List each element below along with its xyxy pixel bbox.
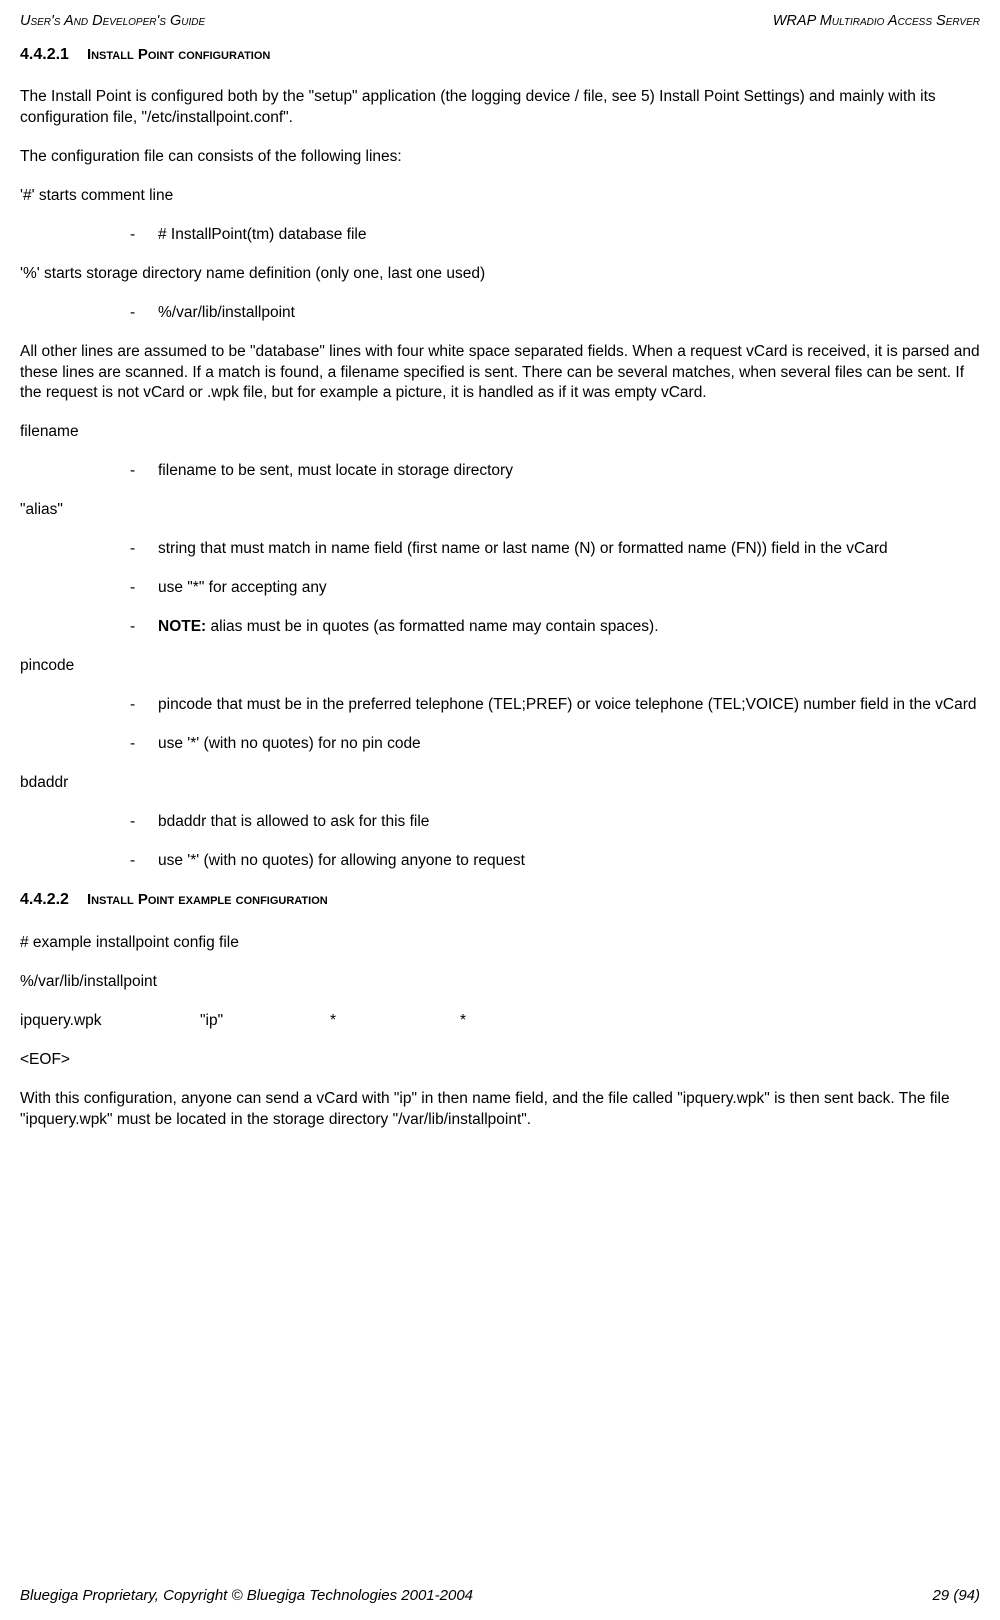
- paragraph: bdaddr: [20, 773, 980, 794]
- list-item: NOTE: alias must be in quotes (as format…: [130, 617, 980, 638]
- footer-right: 29 (94): [932, 1586, 980, 1606]
- config-col: ipquery.wpk: [20, 1011, 200, 1032]
- list-item: use '*' (with no quotes) for allowing an…: [130, 851, 980, 872]
- paragraph: '%' starts storage directory name defini…: [20, 264, 980, 285]
- config-line: ipquery.wpk "ip" * *: [20, 1011, 980, 1032]
- bullet-list: bdaddr that is allowed to ask for this f…: [20, 812, 980, 872]
- header-right: WRAP Multiradio Access Server: [773, 12, 980, 32]
- paragraph: The Install Point is configured both by …: [20, 87, 980, 129]
- header-left: User's And Developer's Guide: [20, 12, 205, 32]
- paragraph: # example installpoint config file: [20, 933, 980, 954]
- paragraph: All other lines are assumed to be "datab…: [20, 342, 980, 405]
- config-col: *: [460, 1011, 466, 1032]
- config-col: "ip": [200, 1011, 330, 1032]
- section-heading-2: 4.4.2.2 Install Point example configurat…: [20, 889, 980, 911]
- footer-left: Bluegiga Proprietary, Copyright © Bluegi…: [20, 1586, 473, 1606]
- section-number: 4.4.2.1: [20, 44, 69, 66]
- paragraph: filename: [20, 422, 980, 443]
- bullet-list: pincode that must be in the preferred te…: [20, 695, 980, 755]
- section-heading-1: 4.4.2.1 Install Point configuration: [20, 44, 980, 66]
- section-title: Install Point configuration: [87, 45, 270, 65]
- note-label: NOTE:: [158, 618, 206, 635]
- bullet-list: filename to be sent, must locate in stor…: [20, 461, 980, 482]
- bullet-list: %/var/lib/installpoint: [20, 303, 980, 324]
- section-number: 4.4.2.2: [20, 889, 69, 911]
- list-item: use "*" for accepting any: [130, 578, 980, 599]
- page-header: User's And Developer's Guide WRAP Multir…: [20, 12, 980, 32]
- paragraph: %/var/lib/installpoint: [20, 972, 980, 993]
- paragraph: With this configuration, anyone can send…: [20, 1089, 980, 1131]
- bullet-list: # InstallPoint(tm) database file: [20, 225, 980, 246]
- section-title: Install Point example configuration: [87, 890, 328, 910]
- list-item: bdaddr that is allowed to ask for this f…: [130, 812, 980, 833]
- paragraph: pincode: [20, 656, 980, 677]
- paragraph: '#' starts comment line: [20, 186, 980, 207]
- list-item: string that must match in name field (fi…: [130, 539, 980, 560]
- list-item: %/var/lib/installpoint: [130, 303, 980, 324]
- paragraph: "alias": [20, 500, 980, 521]
- bullet-list: string that must match in name field (fi…: [20, 539, 980, 638]
- paragraph: The configuration file can consists of t…: [20, 147, 980, 168]
- list-item: filename to be sent, must locate in stor…: [130, 461, 980, 482]
- page-footer: Bluegiga Proprietary, Copyright © Bluegi…: [20, 1586, 980, 1606]
- list-item: use '*' (with no quotes) for no pin code: [130, 734, 980, 755]
- list-item: pincode that must be in the preferred te…: [130, 695, 980, 716]
- paragraph: <EOF>: [20, 1050, 980, 1071]
- note-text: alias must be in quotes (as formatted na…: [206, 618, 658, 635]
- config-col: *: [330, 1011, 460, 1032]
- list-item: # InstallPoint(tm) database file: [130, 225, 980, 246]
